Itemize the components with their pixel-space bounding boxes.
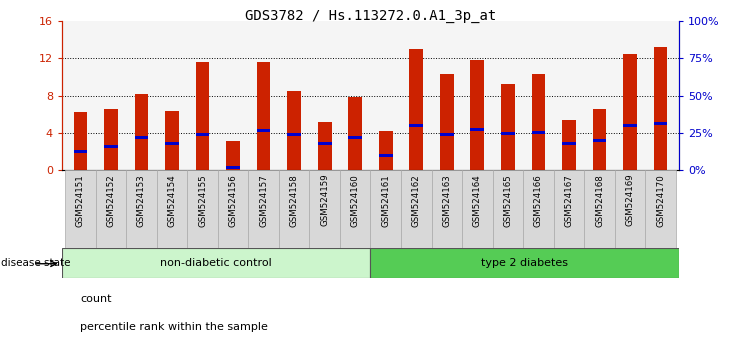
Text: GSM524160: GSM524160 (350, 174, 360, 227)
Bar (593, 139, 607, 142)
Bar (74, 150, 88, 153)
Text: GSM524162: GSM524162 (412, 174, 420, 227)
Bar (188, 170, 218, 248)
Text: GSM524153: GSM524153 (137, 174, 146, 227)
Text: GSM524155: GSM524155 (198, 174, 207, 227)
Bar (653, 47, 667, 170)
Bar (371, 170, 401, 248)
Bar (401, 170, 431, 248)
Text: GSM524165: GSM524165 (504, 174, 512, 227)
Text: GSM524152: GSM524152 (107, 174, 115, 227)
Bar (645, 170, 676, 248)
Bar (74, 112, 88, 170)
Bar (288, 91, 301, 170)
Bar (440, 133, 453, 136)
Text: disease state: disease state (1, 258, 70, 268)
Bar (410, 124, 423, 127)
Bar (379, 131, 393, 170)
Bar (226, 166, 240, 169)
Bar (501, 84, 515, 170)
Bar (279, 170, 310, 248)
Bar (257, 62, 271, 170)
Bar (134, 94, 148, 170)
Text: count: count (80, 294, 112, 304)
Bar (196, 62, 210, 170)
Text: GSM524159: GSM524159 (320, 174, 329, 227)
Text: GSM524156: GSM524156 (228, 174, 237, 227)
Bar (157, 170, 188, 248)
Bar (310, 170, 340, 248)
Text: type 2 diabetes: type 2 diabetes (481, 258, 568, 268)
Bar (379, 154, 393, 158)
Bar (470, 127, 484, 131)
Bar (62, 248, 371, 278)
Bar (257, 130, 271, 132)
Text: GDS3782 / Hs.113272.0.A1_3p_at: GDS3782 / Hs.113272.0.A1_3p_at (245, 9, 496, 23)
Text: GSM524170: GSM524170 (656, 174, 665, 227)
Bar (65, 170, 96, 248)
Text: GSM524151: GSM524151 (76, 174, 85, 227)
Bar (96, 170, 126, 248)
Bar (562, 142, 576, 145)
Bar (653, 122, 667, 125)
Text: GSM524168: GSM524168 (595, 174, 604, 227)
Bar (431, 170, 462, 248)
Text: GSM524169: GSM524169 (626, 174, 634, 227)
Bar (348, 97, 362, 170)
Bar (126, 170, 157, 248)
Bar (196, 133, 210, 136)
Bar (288, 133, 301, 136)
Text: GSM524158: GSM524158 (290, 174, 299, 227)
Text: GSM524167: GSM524167 (564, 174, 574, 227)
Text: GSM524164: GSM524164 (473, 174, 482, 227)
Text: non-diabetic control: non-diabetic control (161, 258, 272, 268)
Bar (493, 170, 523, 248)
Bar (584, 170, 615, 248)
Bar (553, 170, 584, 248)
Bar (165, 142, 179, 145)
Bar (218, 170, 248, 248)
Text: percentile rank within the sample: percentile rank within the sample (80, 322, 268, 332)
Bar (470, 60, 484, 170)
Bar (623, 54, 637, 170)
Bar (410, 49, 423, 170)
Bar (440, 74, 453, 170)
Bar (371, 248, 679, 278)
Bar (531, 131, 545, 134)
Bar (623, 124, 637, 127)
Bar (340, 170, 370, 248)
Bar (615, 170, 645, 248)
Bar (318, 122, 331, 170)
Bar (248, 170, 279, 248)
Bar (593, 109, 607, 170)
Bar (501, 132, 515, 135)
Bar (348, 136, 362, 139)
Bar (134, 136, 148, 139)
Text: GSM524161: GSM524161 (381, 174, 391, 227)
Bar (318, 142, 331, 145)
Text: GSM524157: GSM524157 (259, 174, 268, 227)
Bar (226, 141, 240, 170)
Bar (104, 109, 118, 170)
Text: GSM524166: GSM524166 (534, 174, 543, 227)
Bar (462, 170, 493, 248)
Bar (523, 170, 553, 248)
Text: GSM524163: GSM524163 (442, 174, 451, 227)
Text: GSM524154: GSM524154 (167, 174, 177, 227)
Bar (562, 120, 576, 170)
Bar (165, 112, 179, 170)
Bar (104, 145, 118, 148)
Bar (531, 74, 545, 170)
